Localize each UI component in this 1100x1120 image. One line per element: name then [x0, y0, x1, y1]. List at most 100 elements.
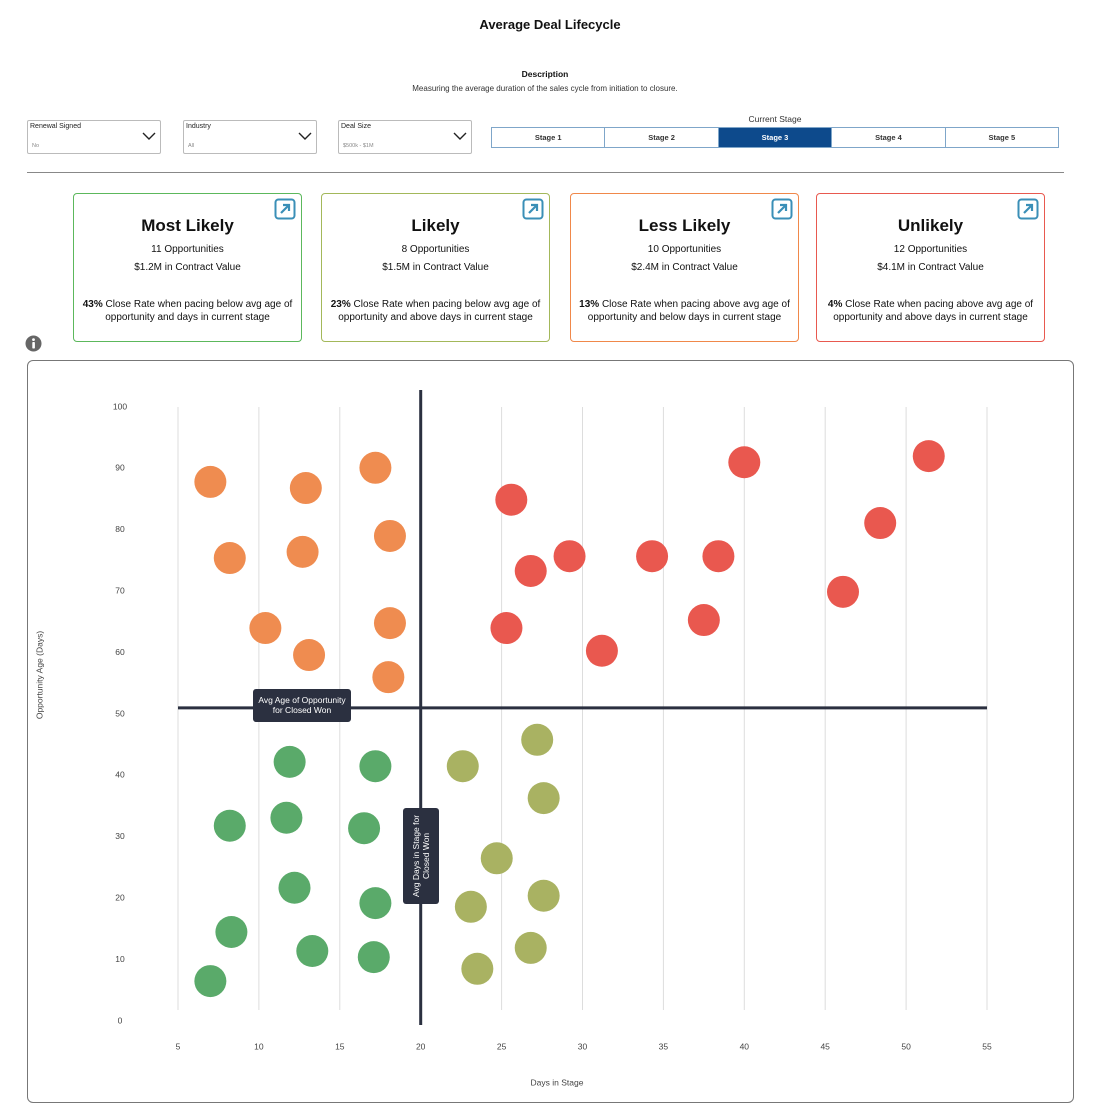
card-title: Likely [411, 216, 460, 235]
y-tick-label: 60 [115, 647, 125, 657]
point [636, 540, 669, 573]
card-contract-value: $2.4M in Contract Value [631, 262, 738, 273]
point [215, 915, 248, 948]
card-close-rate: 13% Close Rate when pacing above avg age… [577, 298, 792, 324]
open-icon[interactable] [771, 198, 793, 220]
dropdown-label: Deal Size [341, 123, 371, 130]
dropdown-value: All [188, 143, 195, 149]
point [521, 723, 554, 756]
x-tick-label: 50 [901, 1041, 911, 1051]
description-label: Description [521, 69, 569, 79]
point [372, 661, 405, 694]
close-rate-value: 23% [330, 299, 351, 310]
point [286, 535, 319, 568]
open-icon[interactable] [522, 198, 544, 220]
point [278, 871, 311, 904]
point [373, 607, 406, 640]
y-tick-label: 70 [115, 585, 125, 595]
stage-tab[interactable]: Stage 3 [718, 128, 833, 147]
point [864, 507, 897, 540]
point [527, 879, 560, 912]
card: Unlikely 12 Opportunities $4.1M in Contrac… [816, 193, 1045, 342]
y-tick-label: 10 [115, 954, 125, 964]
x-tick-label: 25 [497, 1041, 507, 1051]
chevron [298, 132, 312, 140]
divider [27, 172, 1064, 173]
open-icon[interactable] [1017, 198, 1039, 220]
point [296, 935, 329, 968]
page-title: Average Deal Lifecycle [479, 17, 621, 32]
x-tick-label: 10 [254, 1041, 264, 1051]
point [289, 472, 322, 505]
dropdown-value: $500k - $1M [343, 143, 374, 149]
stage-selector: Stage 1 Stage 2 Stage 3 Stage 4 Stage 5 [491, 127, 1059, 148]
point [480, 842, 513, 875]
point [687, 604, 720, 637]
stage-tab[interactable]: Stage 1 [492, 128, 606, 147]
point [194, 965, 227, 998]
x-tick-label: 45 [820, 1041, 830, 1051]
point [514, 554, 547, 587]
y-tick-label: 50 [115, 708, 125, 718]
point [553, 540, 586, 573]
y-tick-label: 0 [118, 1015, 123, 1025]
card-opportunities: 12 Opportunities [893, 244, 968, 255]
x-tick-label: 15 [335, 1041, 345, 1051]
point [585, 634, 618, 667]
point [357, 941, 390, 974]
dropdown-value: No [32, 143, 40, 149]
dropdown-label: Renewal Signed [30, 123, 81, 130]
point [527, 782, 560, 815]
chart-frame [27, 360, 1074, 1103]
dropdown[interactable]: Deal Size $500k - $1M [338, 120, 472, 154]
card-opportunities: 11 Opportunities [151, 244, 224, 255]
dropdown[interactable]: Renewal Signed No [27, 120, 161, 154]
x-tick-label: 5 [176, 1041, 181, 1051]
y-tick-label: 100 [113, 401, 127, 411]
stage-tab[interactable]: Stage 5 [988, 133, 1016, 142]
dropdown[interactable]: Industry All [183, 120, 317, 154]
reference-label: Avg Age of Opportunity for Closed Won [253, 688, 351, 722]
card: Most Likely 11 Opportunities $1.2M in Cont… [73, 193, 302, 342]
chevron [453, 132, 467, 140]
close-rate-value: 13% [579, 299, 600, 310]
point [293, 639, 326, 672]
point [359, 451, 392, 484]
point [495, 483, 528, 516]
x-tick-label: 55 [982, 1041, 992, 1051]
card-contract-value: $4.1M in Contract Value [877, 262, 984, 273]
close-rate-text: Close Rate when pacing above avg age of … [587, 299, 790, 323]
close-rate-text: Close Rate when pacing above avg age of … [833, 299, 1034, 323]
card-title: Less Likely [638, 216, 731, 235]
point [249, 612, 282, 645]
stage-tab[interactable]: Stage 2 [605, 128, 719, 147]
point [490, 612, 523, 645]
point [514, 931, 547, 964]
y-tick-label: 20 [115, 892, 125, 902]
open-icon[interactable] [274, 198, 296, 220]
close-rate-text: Close Rate when pacing below avg age of … [105, 299, 293, 323]
card-opportunities: 8 Opportunities [401, 244, 470, 255]
point [912, 440, 945, 473]
point [348, 812, 381, 845]
close-rate-text: Close Rate when pacing below avg age of … [338, 299, 541, 323]
x-tick-label: 20 [416, 1041, 426, 1051]
info-icon[interactable] [25, 335, 42, 352]
stage-tab[interactable]: Stage 4 [832, 128, 946, 147]
point [826, 575, 859, 608]
x-tick-label: 40 [740, 1041, 750, 1051]
y-tick-label: 40 [115, 770, 125, 780]
point [373, 519, 406, 552]
point [728, 446, 761, 479]
card-opportunities: 10 Opportunities [647, 244, 722, 255]
point [702, 540, 735, 573]
dropdown-label: Industry [186, 123, 211, 130]
description: Measuring the average duration of the sa… [412, 84, 678, 93]
point [194, 465, 227, 498]
point [273, 745, 306, 778]
point [454, 890, 487, 923]
card-contract-value: $1.5M in Contract Value [382, 262, 489, 273]
x-tick-label: 30 [578, 1041, 588, 1051]
